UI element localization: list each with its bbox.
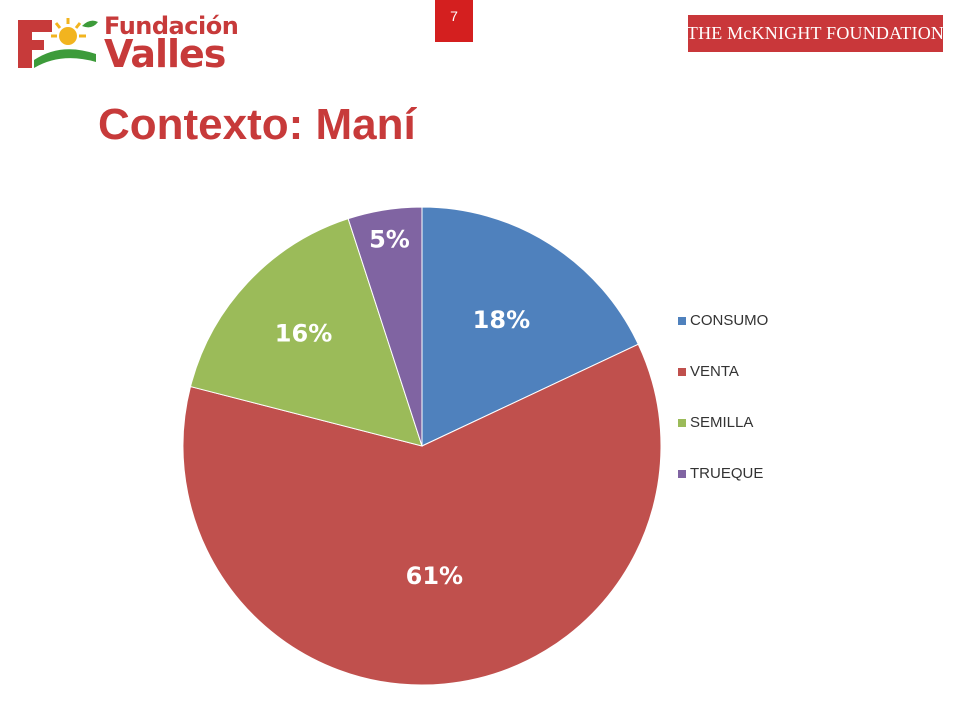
legend-label-trueque: TRUEQUE [690,465,763,482]
legend-swatch-semilla [678,419,686,427]
legend-swatch-consumo [678,317,686,325]
logo-word-fundacion: Fundación [104,12,239,40]
pie-slice-semilla [189,218,423,447]
data-label-semilla: 16% [275,320,332,348]
legend-label-venta: VENTA [690,363,739,380]
pie-slice-consumo [421,206,639,447]
fundacion-valles-logo: Fundación Valles [16,12,239,76]
slide-title: Contexto: Maní [98,100,416,149]
legend-swatch-venta [678,368,686,376]
logo-word-valles: Valles [104,32,226,76]
mcknight-foundation-logo: THE McKNIGHT FOUNDATION [687,15,944,52]
data-label-venta: 61% [406,562,463,590]
pie-slice-trueque [347,206,423,447]
legend-label-consumo: CONSUMO [690,312,768,329]
pie-slice-venta [182,343,662,686]
legend-swatch-trueque [678,470,686,478]
fundacion-valles-emblem-icon [18,18,98,68]
legend-label-semilla: SEMILLA [690,414,753,431]
page-number-badge: 7 [435,0,473,42]
data-label-trueque: 5% [369,226,410,254]
data-label-consumo: 18% [473,306,530,334]
